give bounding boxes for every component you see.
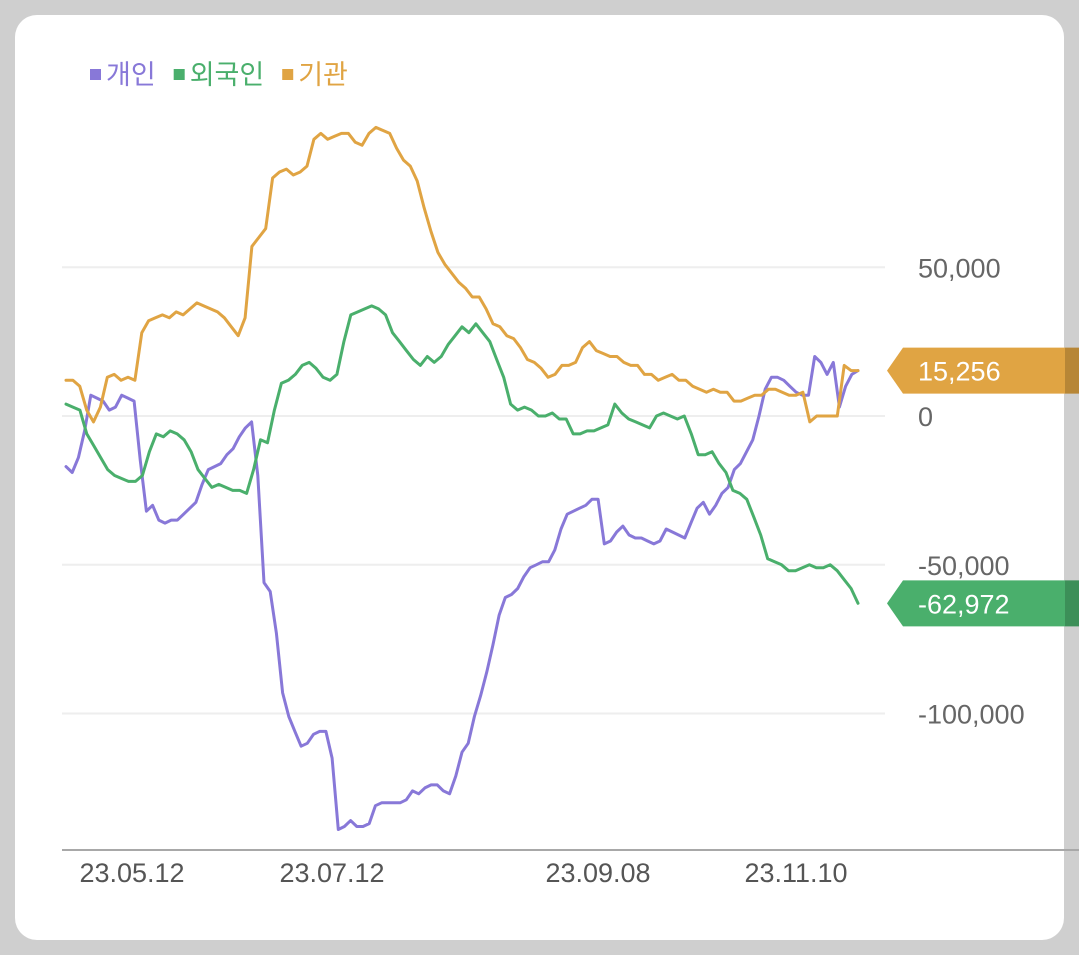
- series-line-1: [64, 304, 860, 605]
- legend-label: 외국인: [190, 60, 265, 90]
- y-tick-label: 0: [918, 402, 933, 432]
- x-tick-label: 23.11.10: [744, 858, 847, 888]
- series-lines: [64, 125, 860, 831]
- legend-label: 기관: [298, 60, 348, 90]
- badge-value: -62,972: [918, 589, 1010, 619]
- badge-shape: [887, 580, 1079, 627]
- grid-lines: [62, 266, 885, 715]
- badge-value: 15,256: [918, 357, 1001, 387]
- x-tick-label: 23.07.12: [279, 858, 384, 888]
- legend-swatch: [90, 69, 101, 80]
- y-tick-label: 50,000: [918, 253, 1001, 283]
- legend: 개인 외국인 기관: [90, 60, 348, 90]
- badge-edge-shade: [1065, 580, 1079, 627]
- chart-card: [15, 15, 1064, 940]
- series-line-0: [64, 355, 860, 831]
- x-tick-label: 23.05.12: [79, 858, 184, 888]
- end-value-badge-1: -62,972: [887, 580, 1079, 627]
- y-axis-ticks: 50,000 0 -50,000 -100,000: [918, 253, 1025, 729]
- series-line-2: [64, 125, 860, 424]
- legend-swatch: [282, 69, 294, 80]
- x-tick-label: 23.09.08: [545, 858, 650, 888]
- legend-item-1: 외국인: [173, 60, 265, 90]
- legend-item-2: 기관: [282, 60, 348, 90]
- end-value-badges: -62,972 15,256: [887, 347, 1079, 627]
- badge-shape: [887, 347, 1079, 394]
- end-value-badge-2: 15,256: [887, 347, 1079, 394]
- y-tick-label: -50,000: [918, 551, 1010, 581]
- x-axis-ticks: 23.05.12 23.07.12 23.09.08 23.11.10: [79, 858, 847, 888]
- y-tick-label: -100,000: [918, 700, 1025, 730]
- legend-item-0: 개인: [90, 60, 156, 90]
- legend-label: 개인: [106, 60, 156, 90]
- badge-edge-shade: [1065, 347, 1079, 394]
- legend-swatch: [173, 69, 185, 80]
